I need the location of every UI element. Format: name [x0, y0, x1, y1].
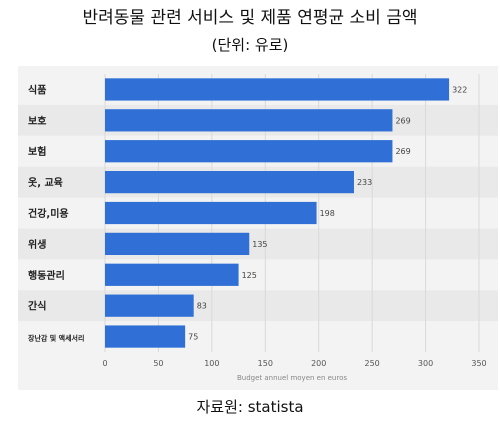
category-label: 옷, 교육 — [28, 177, 63, 189]
category-label: 간식 — [28, 300, 46, 313]
tick-label: 350 — [471, 359, 486, 368]
tick-label: 50 — [153, 359, 163, 368]
bar — [105, 232, 250, 256]
value-label: 269 — [395, 147, 410, 156]
value-label: 233 — [357, 178, 372, 187]
category-label: 장난감 및 액세서리 — [28, 334, 84, 343]
chart-title: 반려동물 관련 서비스 및 제품 연평균 소비 금액 — [82, 8, 418, 28]
tick-label: 100 — [204, 359, 219, 368]
row-band — [18, 259, 498, 291]
source-note: 자료원: statista — [196, 398, 304, 416]
category-label: 보험 — [28, 145, 46, 158]
value-label: 75 — [188, 333, 198, 342]
bar — [105, 170, 354, 194]
bar — [105, 263, 239, 286]
bar-chart: 식품 322 보호 269 보험 269 옷, 교육 233 건강,미용 198 위생 135 행동관리… — [18, 74, 498, 382]
chart-area: 식품 322 보호 269 보험 269 옷, 교육 233 건강,미용 198 위생 135 행동관리… — [18, 66, 498, 390]
bar — [105, 109, 393, 132]
bar — [105, 78, 450, 101]
bar — [105, 140, 393, 163]
tick-label: 300 — [418, 359, 433, 368]
category-label: 위생 — [28, 238, 46, 251]
value-label: 322 — [452, 85, 467, 94]
tick-label: 0 — [102, 359, 107, 368]
category-label: 건강,미용 — [28, 207, 69, 220]
row-band — [18, 228, 498, 260]
value-label: 135 — [252, 240, 267, 249]
tick-label: 150 — [258, 359, 273, 368]
bar — [105, 325, 186, 348]
value-label: 125 — [242, 271, 257, 280]
bar — [105, 201, 317, 225]
chart-subtitle: (단위: 유로) — [211, 36, 289, 54]
bar — [105, 294, 194, 317]
value-label: 83 — [197, 302, 207, 311]
category-label: 식품 — [28, 83, 46, 96]
value-label: 269 — [395, 116, 410, 125]
value-label: 198 — [320, 209, 335, 218]
category-label: 보호 — [28, 114, 46, 127]
tick-label: 200 — [311, 359, 326, 368]
row-band — [18, 290, 498, 322]
row-band — [18, 321, 498, 352]
x-axis-label: Budget annuel moyen en euros — [237, 374, 347, 382]
tick-label: 250 — [365, 359, 380, 368]
category-label: 행동관리 — [28, 269, 65, 282]
